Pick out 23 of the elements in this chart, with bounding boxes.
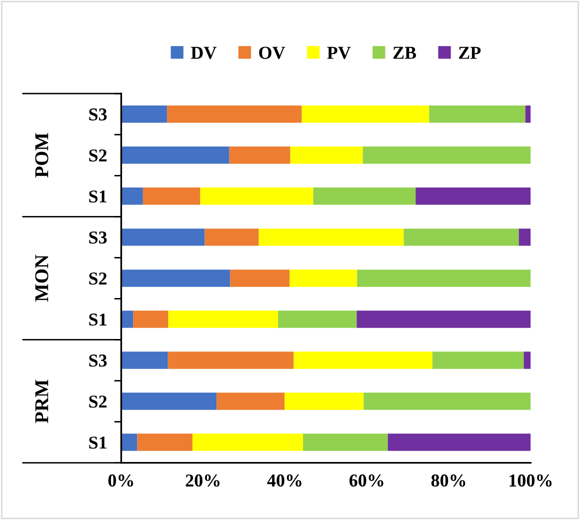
legend-label: ZB: [393, 46, 416, 59]
y-tick-label: S2: [89, 396, 107, 408]
text: MON: [35, 254, 48, 302]
y-tick-label: S2: [89, 272, 107, 285]
y-tick-label: S2: [89, 149, 107, 162]
y-tick-label: S3: [89, 354, 107, 367]
text: POM: [35, 133, 48, 178]
y-tick-label: S1: [89, 190, 106, 203]
y-tick-label: S3: [89, 108, 107, 121]
y-tick-label: S3: [89, 231, 107, 244]
legend-label: DV: [190, 46, 217, 60]
x-tick-label: 20%: [186, 474, 220, 487]
x-tick-label: 60%: [349, 474, 384, 487]
text: PRM: [35, 380, 48, 424]
y-tick-label: S1: [89, 436, 106, 449]
legend-label: PV: [327, 46, 351, 60]
x-tick-label: 80%: [431, 474, 466, 487]
legend-label: OV: [259, 46, 286, 60]
legend-label: ZP: [458, 46, 481, 59]
x-tick-label: 0%: [108, 474, 134, 487]
y-tick-label: S1: [89, 314, 106, 326]
x-tick-label: 40%: [267, 474, 302, 487]
x-tick-label: 100%: [510, 474, 552, 487]
